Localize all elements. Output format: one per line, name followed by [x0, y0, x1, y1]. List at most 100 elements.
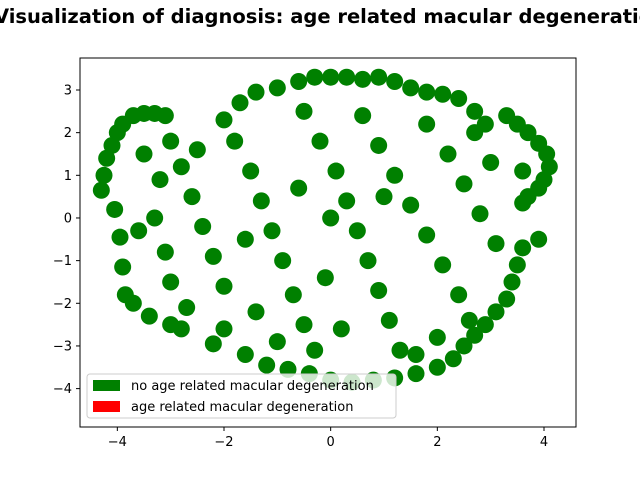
data-point: [503, 273, 521, 291]
data-point: [482, 154, 500, 172]
data-point: [172, 320, 190, 338]
data-point: [247, 303, 265, 321]
x-tick-label: −4: [108, 435, 127, 450]
data-point: [455, 337, 473, 355]
data-point: [418, 226, 436, 244]
data-point: [306, 68, 324, 86]
data-point: [178, 299, 196, 317]
data-point: [386, 166, 404, 184]
data-point: [236, 230, 254, 248]
data-point: [370, 281, 388, 299]
data-point: [327, 162, 345, 180]
data-point: [450, 286, 468, 304]
data-point: [338, 192, 356, 210]
data-point: [247, 83, 265, 101]
data-point: [284, 286, 302, 304]
y-tick-label: −2: [53, 297, 72, 312]
data-point: [498, 290, 516, 308]
data-point: [407, 345, 425, 363]
chart-title: Visualization of diagnosis: age related …: [0, 5, 640, 28]
data-point: [268, 79, 286, 97]
data-points: [92, 68, 558, 391]
y-tick-label: 0: [64, 211, 72, 226]
data-point: [487, 235, 505, 253]
y-tick-label: −4: [53, 382, 72, 397]
data-point: [92, 181, 110, 199]
data-point: [188, 141, 206, 159]
data-point: [183, 188, 201, 206]
data-point: [455, 175, 473, 193]
data-point: [236, 345, 254, 363]
data-point: [375, 188, 393, 206]
data-point: [135, 145, 153, 163]
data-point: [316, 269, 334, 287]
data-point: [402, 79, 420, 97]
data-point: [450, 90, 468, 108]
data-point: [428, 358, 446, 376]
legend-swatch-amd: [93, 401, 120, 412]
data-point: [98, 149, 116, 167]
data-point: [162, 273, 180, 291]
x-tick-label: −2: [214, 435, 233, 450]
data-point: [322, 209, 340, 227]
data-point: [466, 102, 484, 120]
data-point: [348, 222, 366, 240]
y-tick-label: 3: [64, 83, 72, 98]
data-point: [151, 171, 169, 189]
data-point: [204, 247, 222, 265]
data-point: [530, 230, 548, 248]
data-point: [434, 256, 452, 274]
data-point: [439, 145, 457, 163]
data-point: [428, 328, 446, 346]
x-tick-label: 4: [540, 435, 548, 450]
data-point: [295, 316, 313, 334]
data-point: [487, 303, 505, 321]
data-point: [354, 70, 372, 88]
data-point: [418, 115, 436, 133]
data-point: [215, 111, 233, 129]
data-point: [146, 209, 164, 227]
y-tick-label: −3: [53, 339, 72, 354]
data-point: [252, 192, 270, 210]
data-point: [407, 365, 425, 383]
data-point: [95, 166, 113, 184]
x-tick-label: 2: [433, 435, 441, 450]
data-point: [402, 196, 420, 214]
data-point: [476, 316, 494, 334]
data-point: [162, 132, 180, 150]
data-point: [172, 158, 190, 176]
data-point: [359, 252, 377, 270]
data-point: [226, 132, 244, 150]
y-tick-label: 2: [64, 126, 72, 141]
data-point: [274, 252, 292, 270]
data-point: [386, 72, 404, 90]
data-point: [370, 136, 388, 154]
data-point: [263, 222, 281, 240]
legend-label-amd: age related macular degeneration: [131, 400, 354, 415]
data-point: [156, 107, 174, 125]
data-point: [471, 205, 489, 223]
data-point: [268, 333, 286, 351]
data-point: [156, 243, 174, 261]
x-tick-label: 0: [327, 435, 335, 450]
data-point: [204, 335, 222, 353]
data-point: [508, 256, 526, 274]
data-point: [215, 320, 233, 338]
data-point: [514, 239, 532, 257]
legend: no age related macular degeneration age …: [86, 373, 397, 419]
data-point: [194, 218, 212, 236]
data-point: [242, 162, 260, 180]
y-tick-label: −1: [53, 254, 72, 269]
data-point: [290, 179, 308, 197]
data-point: [114, 258, 132, 276]
data-point: [231, 94, 249, 112]
legend-swatch-no-amd: [93, 380, 120, 391]
data-point: [130, 222, 148, 240]
data-point: [306, 341, 324, 359]
data-point: [332, 320, 350, 338]
data-point: [140, 307, 158, 325]
data-point: [111, 228, 129, 246]
data-point: [466, 124, 484, 142]
legend-label-no-amd: no age related macular degeneration: [131, 379, 374, 394]
